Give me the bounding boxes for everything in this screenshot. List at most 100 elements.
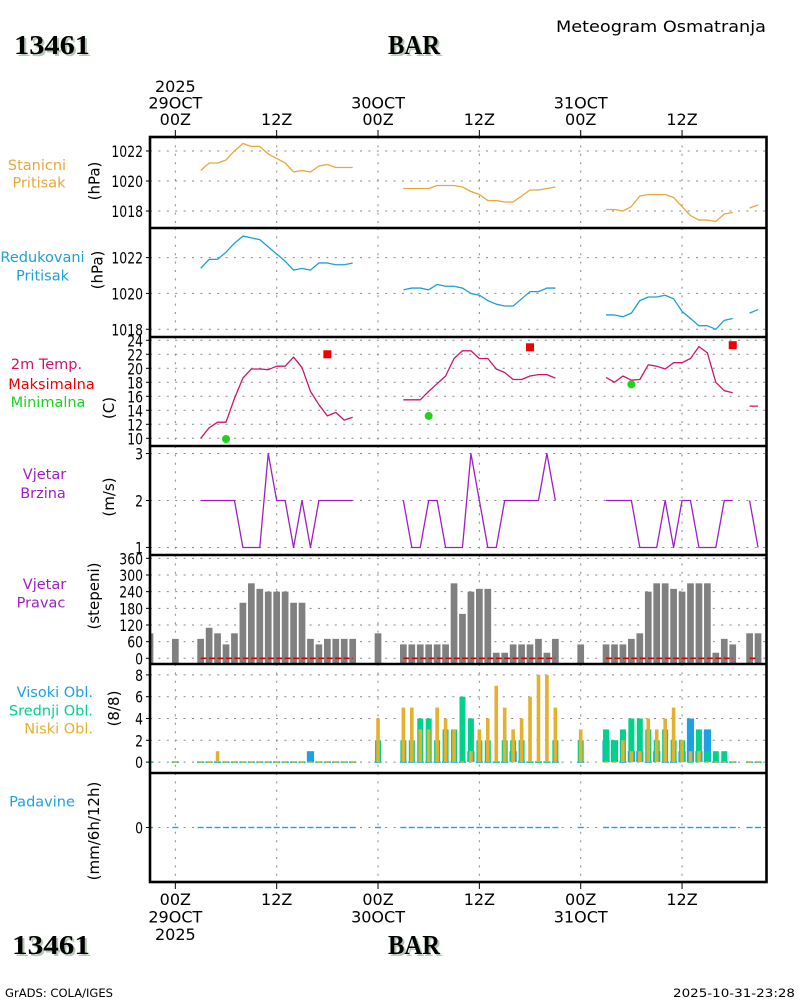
station-pressure-line <box>606 193 733 223</box>
wind-direction-bar <box>720 638 728 664</box>
wind-direction-bar <box>687 583 694 664</box>
bottom-time-label: 31OCT <box>554 908 608 927</box>
y-tick-label: 60 <box>127 633 143 652</box>
precipitation-bar <box>239 826 246 829</box>
precipitation-marks <box>150 826 762 829</box>
render-timestamp: 2025-10-31-23:28 <box>673 986 795 1000</box>
meteogram-title: Meteogram Osmatranja <box>556 17 766 36</box>
y-tick-label: 1020 <box>111 172 143 191</box>
grads-credit: GrADS: COLA/IGES <box>5 986 113 1000</box>
wind-direction-bar <box>281 591 289 664</box>
wind-direction-bar <box>754 633 762 664</box>
temperature-label: 2m Temp. <box>11 357 82 373</box>
station-pressure-marks <box>200 142 759 223</box>
bottom-time-label: 30OCT <box>351 908 405 927</box>
station-id-shadow: 13461 <box>16 32 92 62</box>
cloud-low-bar <box>604 761 608 763</box>
clouds-marks <box>150 674 762 763</box>
temperature-max-marker <box>728 341 737 350</box>
top-time-label: 12Z <box>464 110 495 129</box>
cloud-low-label: Niski Obl. <box>24 722 93 738</box>
precipitation-bar <box>417 826 424 829</box>
cloud-low-bar <box>502 707 507 763</box>
wind-speed-line <box>200 452 353 549</box>
wind-direction-bar <box>746 633 753 664</box>
precipitation-bar <box>712 826 719 829</box>
reduced-pressure-line <box>606 294 733 330</box>
wind-direction-bar <box>695 583 703 664</box>
precipitation-bar <box>501 826 508 829</box>
wind-direction-bar <box>459 613 466 664</box>
wind-direction-bar <box>332 638 340 664</box>
top-time-label: 12Z <box>666 110 697 129</box>
cloud-low-bar <box>435 707 439 763</box>
y-tick-label: 360 <box>119 549 143 568</box>
cloud-low-bar <box>317 761 321 763</box>
cloud-low-bar <box>469 751 473 763</box>
cloud-low-bar <box>207 761 211 763</box>
y-tick-label: 0 <box>135 753 143 772</box>
wind-direction-bar <box>577 644 585 664</box>
y-tick-label: 2 <box>135 492 143 511</box>
cloud-low-bar <box>308 761 313 763</box>
precipitation-bar <box>290 826 297 829</box>
cloud-low-bar <box>638 751 642 763</box>
y-tick-label: 18 <box>127 373 143 392</box>
precipitation-bar <box>704 826 711 829</box>
precipitation-bar <box>628 826 635 829</box>
cloud-low-bar <box>401 707 406 763</box>
cloud-mid-bar <box>628 718 635 763</box>
precipitation-bar <box>577 826 584 829</box>
cloud-low-bar <box>519 718 524 763</box>
precipitation-bar <box>535 826 542 829</box>
wind-direction-bar <box>205 627 213 664</box>
cloud-low-bar <box>545 674 549 763</box>
precipitation-bar <box>265 826 272 829</box>
bottom-time-label: 00Z <box>160 890 191 909</box>
bottom-time-label: 12Z <box>666 890 697 909</box>
cloud-low-bar <box>688 751 693 763</box>
wind-direction-bar <box>535 638 542 664</box>
y-tick-label: 300 <box>119 566 143 585</box>
cloud-mid-bar <box>459 696 466 763</box>
wind-direction-bar <box>197 638 205 664</box>
cloud-low-bar <box>215 751 220 763</box>
wind-direction-bar <box>602 644 610 664</box>
precipitation-bar <box>619 826 626 829</box>
cloud-low-bar <box>646 718 651 763</box>
station-pressure-label-line1: Stanicni <box>8 158 66 174</box>
temperature-min-label: Minimalna <box>11 395 86 411</box>
temperature-marks <box>200 341 759 443</box>
cloud-low-bar <box>241 761 245 763</box>
wind-direction-bar <box>509 644 517 664</box>
cloud-high-bar <box>686 718 695 763</box>
cloud-low-bar <box>536 674 541 763</box>
wind-direction-bar <box>374 633 382 664</box>
plot-frame <box>148 135 768 884</box>
cloud-low-bar <box>274 761 279 763</box>
cloud-mid-bar <box>721 751 728 763</box>
wind-direction-marks <box>150 583 762 664</box>
station-name-shadow: BAR <box>390 32 442 62</box>
wind-speed-marks <box>200 452 759 549</box>
wind-direction-bar <box>349 638 357 664</box>
wind-direction-bar <box>425 644 433 664</box>
wind-direction-bar <box>340 638 348 664</box>
cloud-mid-bar <box>467 718 474 763</box>
precipitation-bar <box>223 826 230 829</box>
y-tick-label: 14 <box>127 401 143 420</box>
wind-direction-unit: (stepeni) <box>85 562 103 629</box>
precipitation-bar <box>282 826 289 829</box>
precipitation-bar <box>400 826 407 829</box>
wind-direction-bar <box>273 591 281 664</box>
cloud-mid-bar <box>712 751 719 763</box>
footer-station-name-shadow: BAR <box>390 932 442 962</box>
station-name: BAR <box>388 30 440 60</box>
wind-direction-bar <box>222 644 230 664</box>
wind-direction-bar <box>644 591 652 664</box>
cloud-low-bar <box>325 761 330 763</box>
cloud-low-bar <box>224 761 228 763</box>
